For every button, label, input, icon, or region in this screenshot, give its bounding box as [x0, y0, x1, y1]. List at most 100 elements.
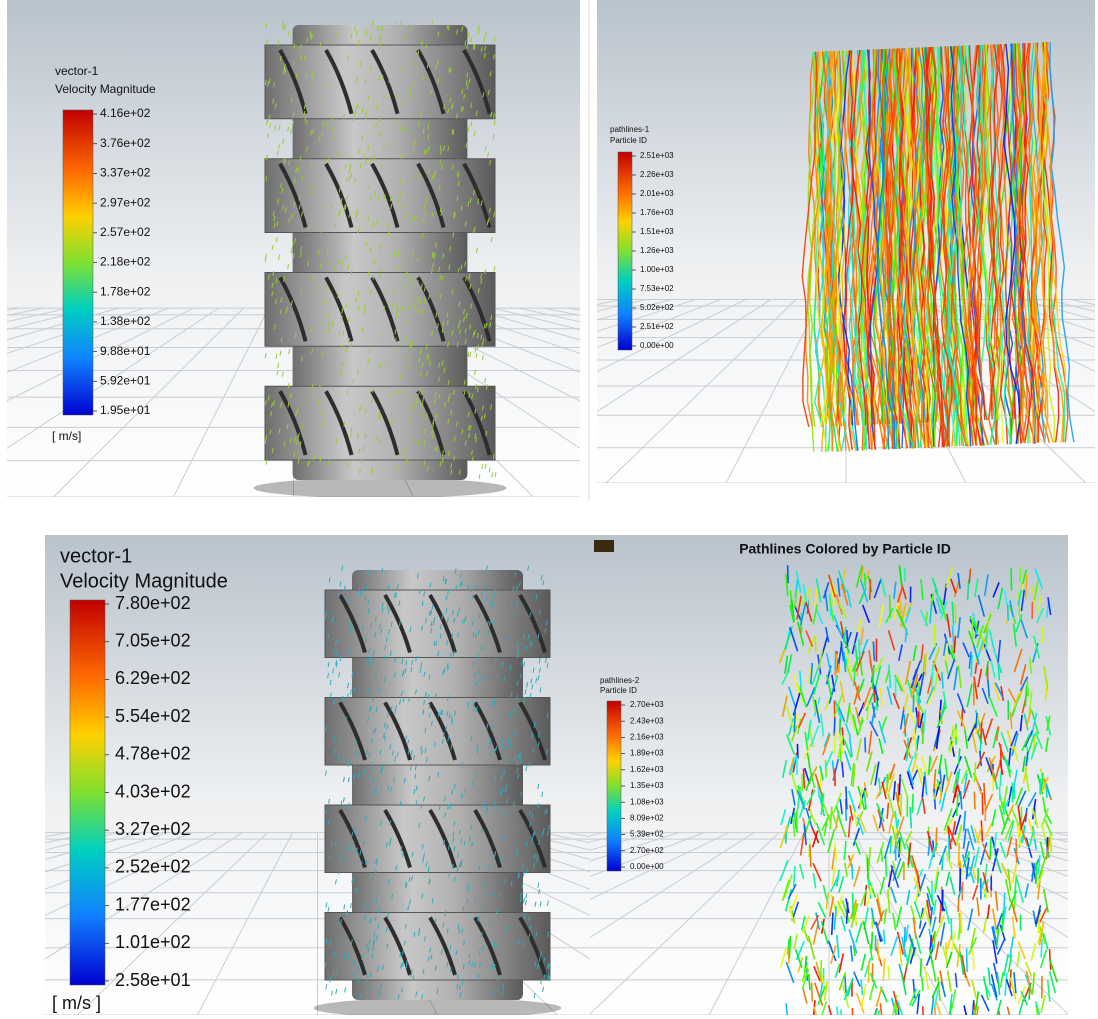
colorbar-label: 1.26e+03 [640, 246, 674, 255]
colorbar-label: 5.92e+01 [100, 373, 151, 387]
colorbar-label: 1.78e+02 [100, 284, 151, 298]
pathline [890, 595, 891, 618]
colorbar-label: 2.70e+02 [630, 846, 664, 855]
pathline [873, 642, 874, 661]
pathline [1016, 839, 1017, 863]
blade-row [265, 45, 495, 119]
colorbar-label: 2.70e+03 [630, 700, 664, 709]
colorbar-label: 1.62e+03 [630, 765, 664, 774]
colorbar-label: 9.88e+01 [100, 344, 151, 358]
pathline [959, 843, 960, 866]
pathline [803, 768, 804, 788]
pathline [886, 856, 887, 877]
pathline [789, 936, 790, 959]
colorbar-label: 2.58e+01 [115, 970, 191, 990]
colorbar-label: 5.39e+02 [630, 830, 664, 839]
pathline [971, 655, 972, 677]
floor-line [1079, 833, 1098, 1015]
colorbar [63, 110, 93, 415]
pathline [913, 695, 914, 712]
pathline [949, 836, 950, 859]
pathline [905, 628, 906, 642]
colorbar-label: 1.08e+03 [630, 797, 664, 806]
pathline [899, 774, 900, 795]
pathline [904, 927, 905, 947]
colorbar-label: 4.03e+02 [115, 781, 191, 801]
colorbar-label: 2.18e+02 [100, 255, 151, 269]
colorbar-label: 5.54e+02 [115, 706, 191, 726]
legend-quantity: Velocity Magnitude [60, 570, 228, 592]
colorbar-label: 1.00e+03 [640, 265, 674, 274]
pathline [912, 794, 913, 813]
pathline [812, 983, 813, 1002]
colorbar-label: 1.51e+03 [640, 227, 674, 236]
colorbar-label: 1.89e+03 [630, 749, 664, 758]
pathline [990, 838, 991, 859]
colorbar [607, 701, 621, 871]
legend-title: vector-1 [55, 64, 99, 78]
pathline [1008, 604, 1009, 621]
colorbar-label: 2.51e+03 [640, 151, 674, 160]
pathline [868, 961, 869, 983]
colorbar-label: 8.09e+02 [630, 814, 664, 823]
colorbar-label: 2.52e+02 [115, 857, 191, 877]
pathline [1041, 939, 1042, 958]
colorbar-label: 6.29e+02 [115, 668, 191, 688]
shadow [314, 998, 562, 1018]
pathline [810, 844, 811, 867]
colorbar-label: 2.97e+02 [100, 195, 151, 209]
pathline [859, 639, 860, 663]
pathline [951, 918, 952, 939]
pathline [836, 654, 837, 677]
pathline [867, 858, 868, 879]
pathline [974, 792, 975, 810]
colorbar-label: 7.05e+02 [115, 630, 191, 650]
colorbar-label: 7.53e+02 [640, 284, 674, 293]
legend-quantity: Particle ID [600, 686, 637, 695]
floor-line [0, 833, 43, 1015]
colorbar-label: 0.00e+00 [640, 341, 674, 350]
pathline [864, 573, 865, 587]
pathline [981, 820, 982, 841]
colorbar-label: 2.01e+03 [640, 189, 674, 198]
pathline [923, 1006, 924, 1019]
pathline [852, 864, 853, 880]
pathline [960, 868, 961, 891]
app-icon [594, 540, 614, 552]
legend-title: pathlines-2 [600, 676, 640, 685]
legend-quantity: Velocity Magnitude [55, 82, 156, 96]
pathline [1002, 911, 1003, 933]
blade-row [325, 913, 550, 981]
blade-row [265, 273, 495, 347]
pathline [1020, 567, 1021, 582]
pathline [935, 1006, 936, 1019]
pathline [841, 1009, 842, 1019]
legend-quantity: Particle ID [610, 136, 647, 145]
colorbar [618, 152, 632, 350]
pathline [794, 709, 795, 732]
colorbar-label: 1.38e+02 [100, 314, 151, 328]
pathline [920, 958, 921, 976]
colorbar-label: 3.37e+02 [100, 166, 151, 180]
pathline [795, 812, 796, 829]
colorbar-label: 1.77e+02 [115, 894, 191, 914]
colorbar-label: 3.76e+02 [100, 136, 151, 150]
colorbar-label: 2.57e+02 [100, 225, 151, 239]
pathline [870, 579, 871, 599]
colorbar-label: 1.95e+01 [100, 403, 151, 417]
pathline [1029, 984, 1030, 1000]
colorbar-label: 1.01e+02 [115, 932, 191, 952]
pathline [802, 774, 803, 791]
figure: vector-1Velocity Magnitude4.16e+023.76e+… [0, 0, 1098, 1019]
colorbar-label: 7.80e+02 [115, 593, 191, 613]
colorbar-label: 2.16e+03 [630, 733, 664, 742]
pathline [961, 911, 962, 934]
panel-title: Pathlines Colored by Particle ID [739, 541, 951, 557]
legend-title: pathlines-1 [610, 125, 650, 134]
legend-title: vector-1 [60, 545, 132, 567]
pathline [974, 1009, 975, 1019]
pathline [847, 630, 848, 647]
colorbar-label: 3.27e+02 [115, 819, 191, 839]
legend-unit: [ m/s ] [52, 993, 101, 1013]
colorbar-label: 1.35e+03 [630, 781, 664, 790]
